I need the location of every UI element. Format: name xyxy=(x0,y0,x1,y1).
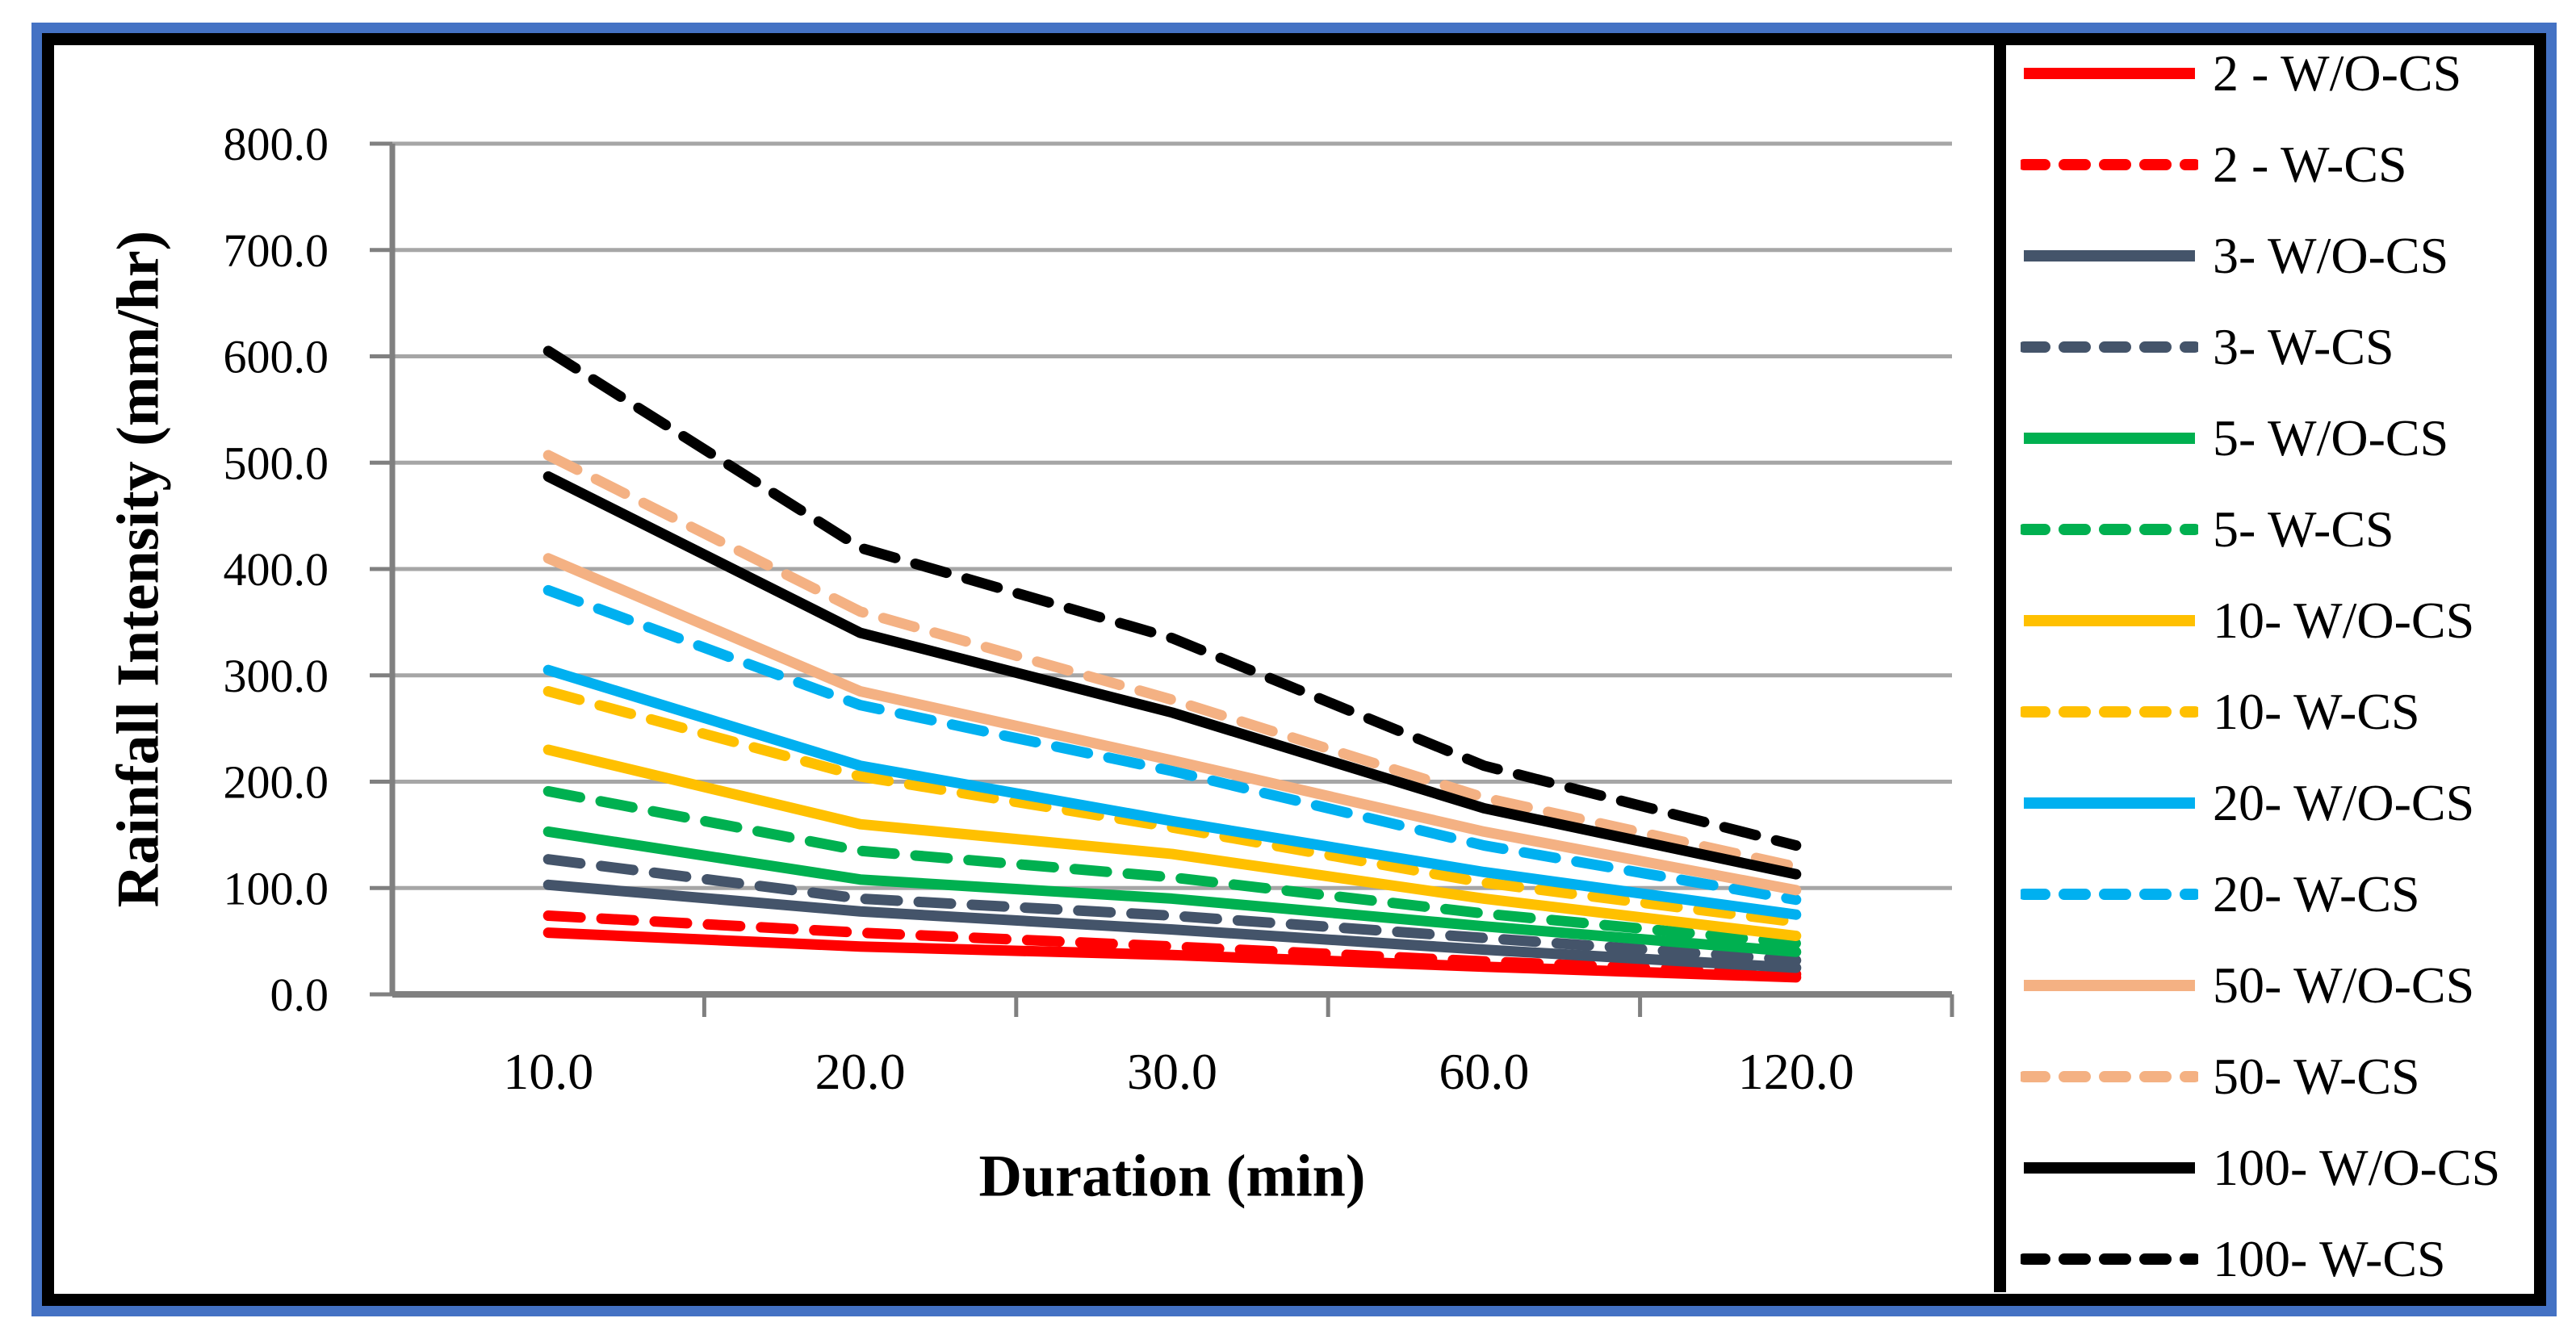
legend-dashed-line-sample xyxy=(2021,889,2198,900)
x-axis-title: Duration (min) xyxy=(978,1143,1366,1210)
series-line-50-w-o-cs xyxy=(542,553,1802,896)
legend-divider xyxy=(1994,44,2006,1292)
y-tick-label: 800.0 xyxy=(224,118,329,170)
legend-dashed-line-sample xyxy=(2021,159,2198,170)
legend-item: 3- W-CS xyxy=(2021,321,2394,373)
series-line-5-w-cs xyxy=(542,785,1802,949)
series-line-3-w-o-cs xyxy=(542,879,1802,973)
legend-solid-line-sample xyxy=(2024,615,2195,626)
legend-item: 20- W-CS xyxy=(2021,868,2420,920)
x-tick-label: 60.0 xyxy=(1439,1043,1529,1100)
legend-item: 5- W/O-CS xyxy=(2021,412,2448,464)
y-tick-label: 700.0 xyxy=(224,224,329,277)
series-line-10-w-o-cs xyxy=(542,744,1802,942)
legend-label: 5- W/O-CS xyxy=(2213,409,2449,467)
legend-solid-line-sample xyxy=(2024,250,2195,262)
series-line-50-w-cs xyxy=(542,450,1802,872)
legend-dashed-line-sample xyxy=(2021,1253,2198,1265)
legend-dashed-line-sample xyxy=(2021,1071,2198,1082)
y-tick-label: 600.0 xyxy=(224,331,329,383)
x-tick-label: 20.0 xyxy=(815,1043,906,1100)
legend-dashed-line-sample xyxy=(2021,341,2198,353)
y-tick-label: 300.0 xyxy=(224,650,329,702)
legend-solid-line-sample xyxy=(2024,797,2195,809)
legend-label: 5- W-CS xyxy=(2213,500,2394,558)
series-line-20-w-o-cs xyxy=(542,664,1802,920)
legend-dashed-line-sample xyxy=(2021,524,2198,535)
legend-solid-line-sample xyxy=(2024,980,2195,991)
series-line-100-w-o-cs xyxy=(542,471,1802,880)
legend-item: 5- W-CS xyxy=(2021,504,2394,555)
inner-black-frame xyxy=(42,33,2546,1306)
series-line-3-w-cs xyxy=(542,854,1802,966)
legend-label: 100- W/O-CS xyxy=(2213,1139,2501,1196)
legend-label: 3- W/O-CS xyxy=(2213,227,2449,284)
y-tick-label: 0.0 xyxy=(270,969,329,1021)
legend-label: 50- W-CS xyxy=(2213,1048,2420,1105)
legend-label: 2 - W-CS xyxy=(2213,136,2407,193)
y-tick-label: 200.0 xyxy=(224,756,329,809)
legend-item: 10- W-CS xyxy=(2021,686,2420,738)
legend-label: 100- W-CS xyxy=(2213,1230,2446,1287)
legend-item: 3- W/O-CS xyxy=(2021,230,2448,282)
legend-item: 10- W/O-CS xyxy=(2021,595,2474,646)
legend-item: 50- W/O-CS xyxy=(2021,960,2474,1011)
y-axis-title: Rainfall Intensity (mm/hr) xyxy=(105,230,172,908)
x-tick-label: 10.0 xyxy=(503,1043,593,1100)
legend-item: 50- W-CS xyxy=(2021,1051,2420,1103)
y-tick-label: 500.0 xyxy=(224,437,329,489)
series-line-10-w-cs xyxy=(542,686,1802,927)
y-tick-label: 400.0 xyxy=(224,543,329,596)
legend-dashed-line-sample xyxy=(2021,706,2198,718)
x-tick-label: 30.0 xyxy=(1127,1043,1217,1100)
legend-item: 2 - W-CS xyxy=(2021,139,2407,190)
legend-label: 20- W/O-CS xyxy=(2213,774,2475,831)
legend-label: 50- W/O-CS xyxy=(2213,956,2475,1014)
legend-item: 100- W/O-CS xyxy=(2021,1142,2500,1194)
legend-label: 3- W-CS xyxy=(2213,318,2394,375)
legend-item: 20- W/O-CS xyxy=(2021,777,2474,829)
legend-solid-line-sample xyxy=(2024,1162,2195,1174)
legend-item: 2 - W/O-CS xyxy=(2021,48,2461,99)
series-line-100-w-cs xyxy=(542,345,1802,852)
legend-solid-line-sample xyxy=(2024,433,2195,444)
series-line-20-w-cs xyxy=(542,584,1802,906)
x-tick-label: 120.0 xyxy=(1738,1043,1854,1100)
legend-item: 100- W-CS xyxy=(2021,1233,2446,1285)
legend-label: 10- W-CS xyxy=(2213,683,2420,740)
legend-solid-line-sample xyxy=(2024,68,2195,79)
legend-label: 2 - W/O-CS xyxy=(2213,44,2462,102)
y-tick-label: 100.0 xyxy=(224,862,329,914)
outer-blue-frame xyxy=(31,23,2557,1316)
series-line-2-w-cs xyxy=(542,910,1802,980)
legend-label: 10- W/O-CS xyxy=(2213,592,2475,649)
legend-label: 20- W-CS xyxy=(2213,865,2420,923)
series-line-5-w-o-cs xyxy=(542,826,1802,957)
